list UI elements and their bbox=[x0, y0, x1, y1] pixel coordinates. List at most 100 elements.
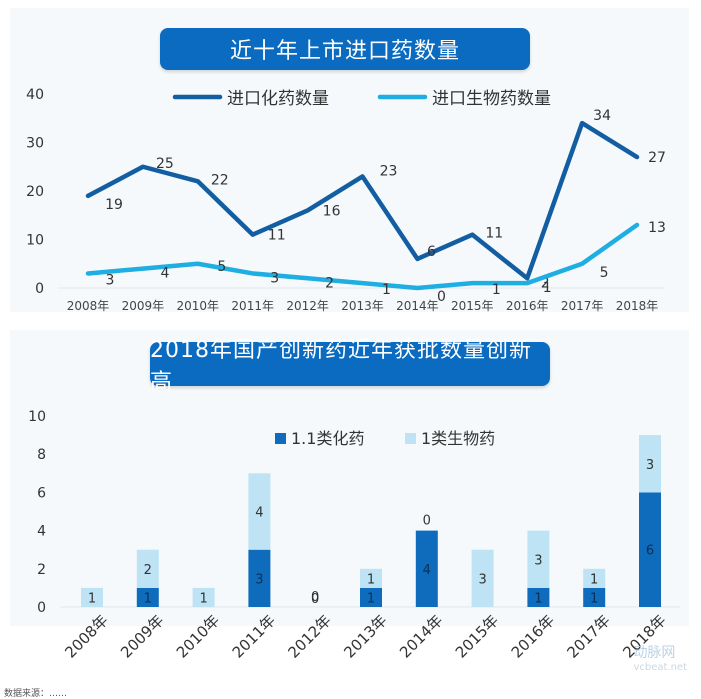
bar-segment bbox=[192, 587, 215, 607]
bar-segment bbox=[360, 587, 382, 607]
x-tick-label: 2013年 bbox=[341, 299, 384, 313]
x-tick-label: 2015年 bbox=[451, 299, 494, 313]
data-label: 1 bbox=[144, 591, 152, 606]
y-tick-label: 8 bbox=[37, 447, 46, 463]
y-tick-label: 30 bbox=[26, 136, 44, 152]
data-label: 4 bbox=[255, 506, 263, 521]
data-label: 4 bbox=[423, 563, 431, 578]
data-label: 3 bbox=[478, 572, 486, 587]
data-label: 25 bbox=[156, 156, 174, 172]
data-label: 16 bbox=[323, 203, 341, 219]
x-tick-label: 2010年 bbox=[173, 611, 223, 661]
bar-segment bbox=[360, 568, 382, 588]
y-tick-label: 4 bbox=[37, 524, 46, 540]
x-tick-label: 2014年 bbox=[396, 299, 439, 313]
bar-segment bbox=[81, 587, 103, 607]
data-label: 6 bbox=[646, 544, 654, 559]
data-label: 19 bbox=[105, 197, 123, 213]
data-label: 1 bbox=[590, 591, 598, 606]
data-label: 22 bbox=[211, 172, 229, 188]
data-label: 3 bbox=[270, 270, 279, 286]
line-chart-title: 近十年上市进口药数量 bbox=[160, 28, 530, 70]
bar-segment bbox=[583, 568, 606, 588]
data-label: 3 bbox=[534, 553, 542, 568]
data-label: 0 bbox=[437, 289, 446, 305]
bar-segment bbox=[639, 492, 661, 607]
data-label: 2 bbox=[541, 275, 550, 291]
data-label: 5 bbox=[217, 259, 226, 275]
series-line bbox=[85, 120, 640, 281]
bar-segment bbox=[248, 549, 271, 607]
legend-label: 进口化药数量 bbox=[227, 89, 329, 109]
bar-segment bbox=[639, 435, 661, 493]
x-tick-label: 2008年 bbox=[67, 299, 110, 313]
data-label: 34 bbox=[593, 108, 611, 124]
data-label: 1 bbox=[367, 572, 375, 587]
data-label: 13 bbox=[648, 220, 666, 236]
y-tick-label: 40 bbox=[26, 87, 44, 103]
data-label: 1 bbox=[199, 591, 207, 606]
x-tick-label: 2011年 bbox=[229, 611, 279, 661]
watermark-brand: 动脉网 bbox=[633, 645, 676, 661]
y-tick-label: 20 bbox=[26, 184, 44, 200]
bar-segment bbox=[248, 473, 271, 550]
bar-segment bbox=[136, 549, 159, 588]
data-label: 2 bbox=[325, 275, 334, 291]
data-label: 3 bbox=[106, 272, 115, 288]
legend-label: 进口生物药数量 bbox=[432, 89, 551, 109]
data-label: 3 bbox=[646, 458, 654, 473]
watermark-logo: 动脉网 vcbeat.net bbox=[633, 642, 687, 673]
x-tick-label: 2009年 bbox=[122, 299, 165, 313]
x-tick-label: 2008年 bbox=[61, 611, 111, 661]
x-tick-label: 2016年 bbox=[508, 611, 558, 661]
data-label: 1 bbox=[492, 282, 501, 298]
data-label: 3 bbox=[255, 572, 263, 587]
source-note: 数据来源：…… bbox=[4, 689, 68, 699]
data-label: 11 bbox=[268, 228, 286, 244]
bar-segment bbox=[583, 587, 606, 607]
data-label: 5 bbox=[600, 265, 609, 281]
data-label: 1 bbox=[534, 591, 542, 606]
y-tick-label: 10 bbox=[26, 233, 44, 249]
data-label: 23 bbox=[380, 163, 398, 179]
legend-label: 1.1类化药 bbox=[291, 429, 364, 448]
bar-segment bbox=[136, 587, 159, 607]
x-tick-label: 2017年 bbox=[561, 299, 604, 313]
data-label: 1 bbox=[382, 282, 391, 298]
bar-segment bbox=[527, 530, 550, 588]
x-tick-label: 2017年 bbox=[563, 611, 613, 661]
series-line bbox=[85, 222, 640, 291]
legend-swatch bbox=[275, 433, 286, 444]
data-label: 1 bbox=[543, 280, 552, 296]
data-label: 27 bbox=[648, 150, 666, 166]
y-tick-label: 6 bbox=[37, 485, 46, 501]
y-tick-label: 0 bbox=[35, 281, 44, 297]
data-label: 1 bbox=[367, 591, 375, 606]
y-tick-label: 10 bbox=[28, 409, 46, 425]
data-label: 11 bbox=[485, 226, 503, 242]
data-label: 0 bbox=[311, 592, 319, 607]
x-tick-label: 2010年 bbox=[177, 299, 220, 313]
data-label: 1 bbox=[590, 572, 598, 587]
bar-segment bbox=[471, 549, 494, 607]
x-tick-label: 2011年 bbox=[231, 299, 274, 313]
watermark-url: vcbeat.net bbox=[633, 662, 687, 673]
bar-segment bbox=[527, 587, 550, 607]
legend-label: 1类生物药 bbox=[421, 429, 495, 448]
x-tick-label: 2009年 bbox=[117, 611, 167, 661]
x-tick-label: 2013年 bbox=[340, 611, 390, 661]
data-label: 0 bbox=[423, 514, 431, 529]
data-label: 0 bbox=[311, 590, 319, 605]
legend-swatch bbox=[405, 433, 416, 444]
y-tick-label: 0 bbox=[37, 600, 46, 616]
x-tick-label: 2016年 bbox=[506, 299, 549, 313]
x-tick-label: 2018年 bbox=[616, 299, 659, 313]
x-tick-label: 2012年 bbox=[286, 299, 329, 313]
y-tick-label: 2 bbox=[37, 562, 46, 578]
data-label: 6 bbox=[427, 244, 436, 260]
bar-segment bbox=[415, 530, 438, 607]
data-label: 4 bbox=[160, 266, 169, 282]
